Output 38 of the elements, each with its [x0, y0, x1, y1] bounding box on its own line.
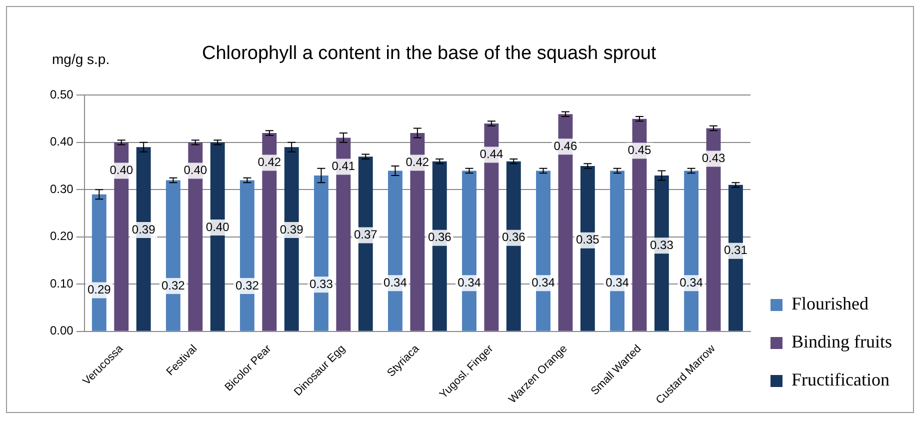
data-label: 0.44 — [480, 147, 504, 162]
data-label: 0.37 — [354, 228, 378, 242]
data-label: 0.33 — [650, 238, 674, 252]
y-tick-label: 0.20 — [50, 229, 74, 244]
data-label: 0.40 — [184, 163, 208, 178]
data-label: 0.36 — [502, 230, 526, 244]
legend-label: Flourished — [791, 294, 869, 314]
data-label: 0.39 — [280, 222, 304, 236]
data-label: 0.39 — [132, 222, 156, 236]
data-label: 0.36 — [428, 230, 452, 244]
data-label: 0.34 — [384, 275, 408, 290]
data-label: 0.32 — [161, 278, 186, 292]
data-label: 0.43 — [702, 151, 726, 166]
legend-label: Binding fruits — [791, 332, 892, 352]
data-label: 0.32 — [236, 278, 260, 292]
data-label: 0.40 — [206, 220, 230, 234]
data-label: 0.42 — [406, 155, 430, 170]
y-tick-label: 0.30 — [50, 182, 74, 196]
data-label: 0.40 — [110, 163, 134, 178]
chart-title: Chlorophyll a content in the base of the squash sprout — [202, 43, 656, 65]
y-tick-label: 0.50 — [50, 88, 74, 102]
data-label: 0.46 — [554, 138, 578, 153]
data-label: 0.34 — [458, 275, 482, 290]
data-label: 0.31 — [724, 243, 748, 258]
data-label: 0.34 — [532, 275, 556, 290]
data-label: 0.42 — [258, 155, 282, 170]
legend-label: Fructification — [791, 370, 890, 390]
data-label: 0.33 — [310, 276, 334, 291]
data-label: 0.34 — [606, 275, 630, 290]
data-label: 0.45 — [628, 143, 652, 158]
y-axis-title: mg/g s.p. — [52, 51, 110, 67]
data-label: 0.35 — [576, 232, 600, 247]
data-label: 0.34 — [680, 275, 704, 290]
data-label: 0.41 — [332, 159, 356, 174]
data-label: 0.29 — [87, 282, 112, 297]
y-tick-label: 0.10 — [50, 276, 74, 290]
y-tick-label: 0.40 — [50, 134, 74, 149]
y-tick-label: 0.00 — [50, 324, 74, 338]
